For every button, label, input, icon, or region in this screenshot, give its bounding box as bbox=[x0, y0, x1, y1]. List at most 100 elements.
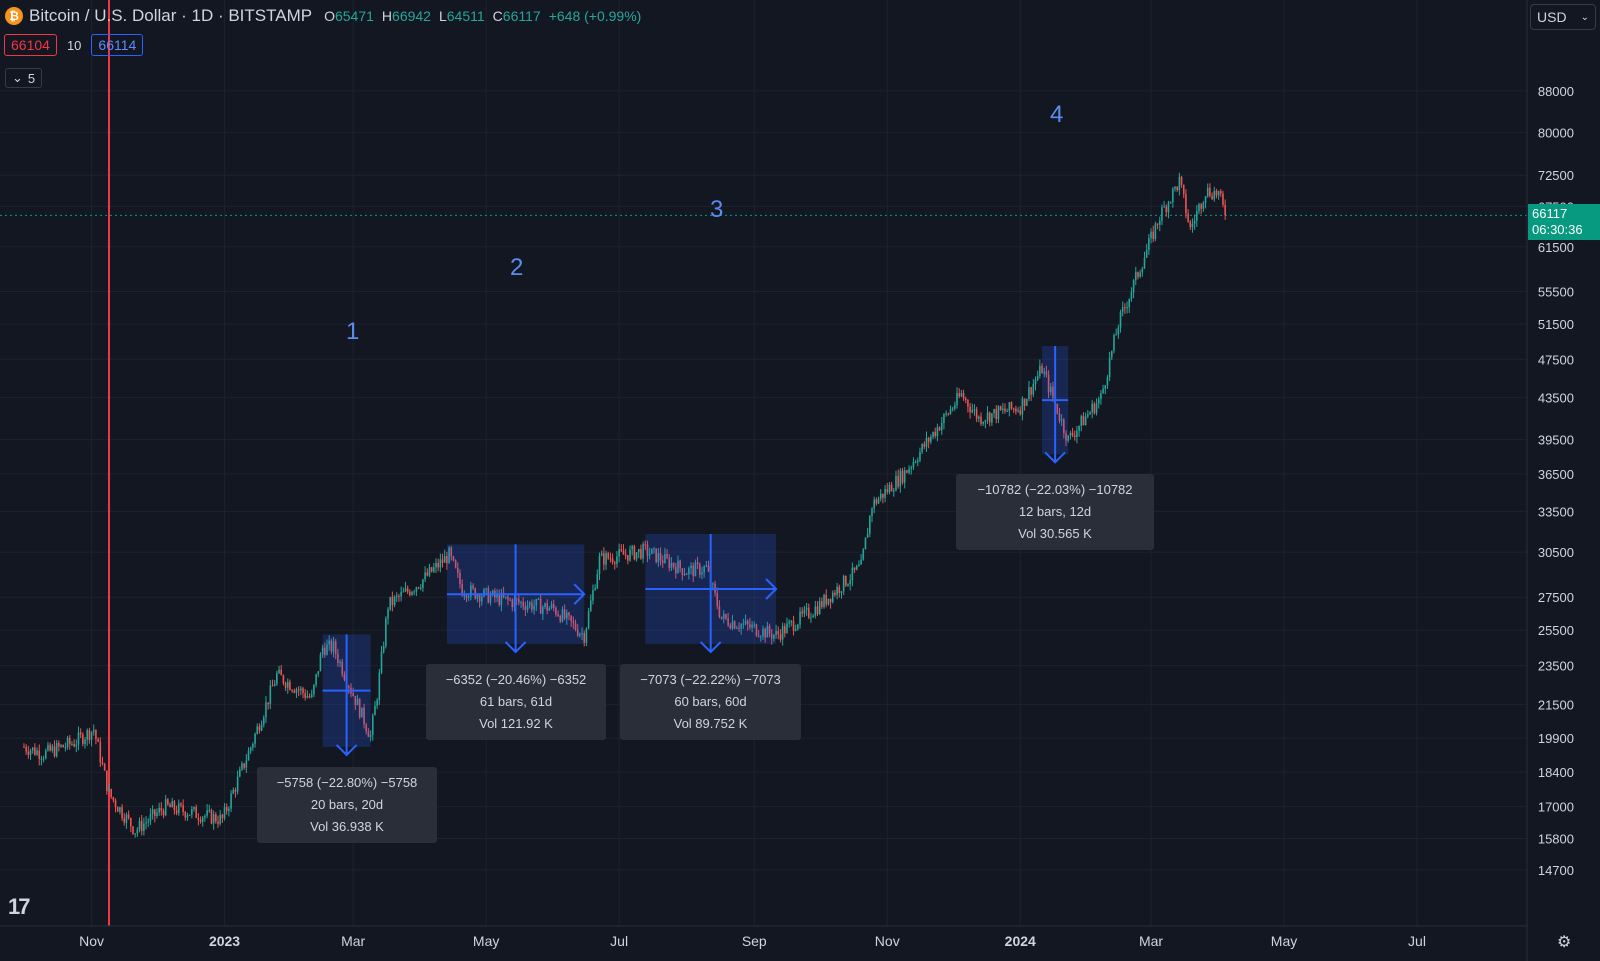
candle-body bbox=[114, 800, 117, 808]
candle-body bbox=[594, 588, 596, 590]
time-axis-label: May bbox=[1271, 933, 1297, 949]
candle-body bbox=[95, 730, 97, 740]
time-axis-label: Jul bbox=[1408, 933, 1426, 949]
candle-body bbox=[559, 616, 562, 622]
candle-body bbox=[1139, 272, 1141, 277]
candle-body bbox=[382, 645, 385, 652]
candle-body bbox=[810, 617, 812, 619]
candle-body bbox=[271, 685, 274, 687]
candle-body bbox=[672, 562, 675, 567]
candle-body bbox=[1178, 176, 1181, 191]
indicator-right-value[interactable]: 66114 bbox=[91, 34, 144, 56]
candle-body bbox=[1043, 371, 1046, 374]
candle-body bbox=[792, 621, 795, 631]
candle-body bbox=[873, 499, 875, 509]
candle-body bbox=[254, 733, 256, 744]
candle-body bbox=[875, 499, 878, 504]
candle-body bbox=[300, 688, 302, 691]
candle-body bbox=[1071, 432, 1074, 436]
candle-body bbox=[241, 763, 243, 770]
candle-body bbox=[1039, 365, 1041, 377]
candle-body bbox=[53, 746, 56, 757]
candle-body bbox=[504, 596, 507, 598]
candle-body bbox=[969, 406, 971, 413]
candle-body bbox=[103, 763, 106, 771]
wave-label-3[interactable]: 3 bbox=[710, 196, 724, 223]
candle-body bbox=[566, 612, 568, 619]
candle-body bbox=[140, 820, 143, 832]
settings-gear-icon[interactable]: ⚙ bbox=[1557, 934, 1572, 951]
collapse-indicators-button[interactable]: ⌄ 5 bbox=[5, 68, 43, 88]
candle-body bbox=[539, 598, 542, 614]
candle-body bbox=[291, 690, 293, 692]
indicator-legend[interactable]: 66104 10 66114 bbox=[4, 34, 144, 56]
candle-body bbox=[134, 833, 136, 835]
candle-body bbox=[457, 567, 459, 573]
candle-body bbox=[794, 628, 797, 631]
candle-body bbox=[280, 669, 283, 676]
price-axis-label: 25500 bbox=[1538, 623, 1574, 638]
candle-body bbox=[31, 747, 34, 751]
wave-label-1[interactable]: 1 bbox=[346, 318, 360, 345]
symbol-title[interactable]: Bitcoin / U.S. Dollar · 1D · BITSTAMP bbox=[29, 6, 313, 25]
candle-body bbox=[581, 633, 583, 635]
candle-body bbox=[999, 406, 1002, 410]
candle-body bbox=[518, 599, 520, 603]
candle-body bbox=[666, 554, 668, 558]
candle-body bbox=[339, 661, 341, 663]
candle-body bbox=[949, 409, 952, 414]
candle-body bbox=[812, 615, 814, 618]
currency-select[interactable]: USD ⌄ bbox=[1530, 4, 1596, 30]
candle-body bbox=[746, 620, 749, 625]
candle-body bbox=[380, 651, 383, 673]
candle-body bbox=[1200, 204, 1202, 209]
price-axis[interactable]: 8800080000725006750061500555005150047500… bbox=[1538, 84, 1574, 878]
candle-body bbox=[1193, 220, 1196, 224]
candle-body bbox=[424, 572, 426, 580]
candle-body bbox=[877, 498, 880, 504]
candle-body bbox=[906, 470, 908, 473]
price-axis-label: 43500 bbox=[1538, 391, 1574, 406]
candle-body bbox=[112, 797, 115, 801]
candle-body bbox=[215, 814, 217, 822]
candle-body bbox=[622, 550, 625, 555]
candle-body bbox=[1165, 206, 1168, 213]
candle-body bbox=[805, 607, 808, 610]
candle-body bbox=[324, 647, 326, 655]
candle-body bbox=[1106, 377, 1109, 386]
candle-body bbox=[1211, 196, 1213, 200]
candle-body bbox=[814, 606, 817, 616]
candle-body bbox=[982, 422, 984, 424]
candle-body bbox=[156, 812, 158, 817]
candle-body bbox=[1091, 403, 1093, 413]
candle-body bbox=[1089, 412, 1091, 415]
price-axis-label: 36500 bbox=[1538, 467, 1574, 482]
candle-body bbox=[470, 585, 472, 597]
candle-body bbox=[801, 611, 804, 614]
tradingview-logo[interactable]: 17 bbox=[8, 894, 31, 919]
candle-body bbox=[526, 605, 529, 610]
candle-body bbox=[1176, 186, 1178, 191]
measurements-group[interactable] bbox=[322, 346, 1069, 757]
wave-label-2[interactable]: 2 bbox=[510, 254, 524, 281]
candle-body bbox=[149, 814, 152, 822]
candle-body bbox=[99, 741, 102, 763]
candle-body bbox=[871, 508, 873, 517]
candle-body bbox=[923, 444, 926, 447]
measurement-tooltip: −6352 (−20.46%) −6352 61 bars, 61d Vol 1… bbox=[426, 664, 606, 740]
candle-body bbox=[1065, 433, 1067, 441]
price-axis-label: 15800 bbox=[1538, 832, 1574, 847]
candle-body bbox=[1185, 194, 1187, 214]
candle-body bbox=[910, 467, 913, 469]
candle-body bbox=[433, 567, 435, 572]
bitcoin-icon[interactable]: ₿ bbox=[5, 7, 23, 25]
candle-body bbox=[84, 739, 86, 744]
candle-body bbox=[361, 707, 363, 718]
wave-label-4[interactable]: 4 bbox=[1050, 101, 1064, 128]
candle-body bbox=[1169, 201, 1172, 203]
candle-body bbox=[568, 612, 570, 616]
candle-body bbox=[640, 548, 642, 559]
time-axis[interactable]: Nov 2023 Mar May Jul Sep Nov 2024 Mar May Jul bbox=[79, 933, 1426, 949]
indicator-left-value[interactable]: 66104 bbox=[4, 34, 57, 56]
